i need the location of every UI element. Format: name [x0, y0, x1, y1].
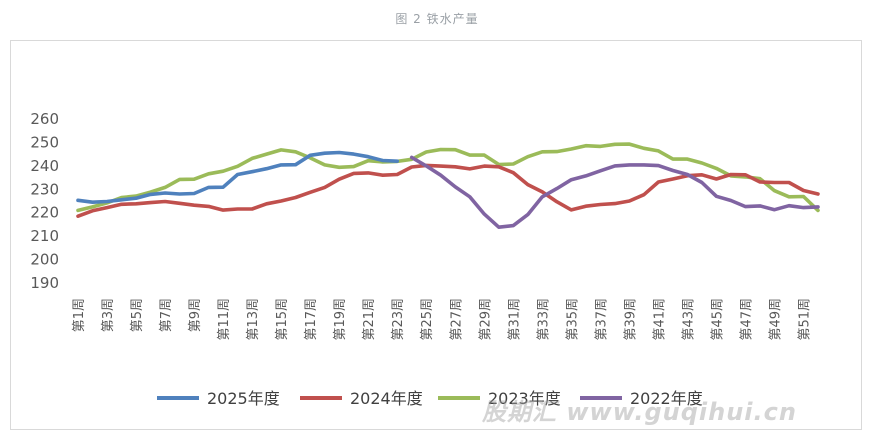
x-tick-label: 第25周	[420, 298, 435, 341]
series-line-2022年度	[409, 155, 820, 229]
y-tick-label: 230	[30, 180, 59, 198]
x-tick-label: 第45周	[710, 298, 725, 341]
x-tick-label: 第51周	[797, 298, 812, 341]
legend-label: 2024年度	[350, 389, 423, 408]
x-tick-label: 第17周	[304, 298, 319, 341]
x-tick-label: 第1周	[72, 298, 87, 332]
y-tick-label: 260	[30, 110, 59, 128]
x-tick-label: 第15周	[275, 298, 290, 341]
series-line-2025年度	[76, 150, 399, 204]
x-tick-label: 第37周	[594, 298, 609, 341]
series-line-2024年度	[76, 163, 820, 218]
x-tick-label: 第7周	[159, 298, 174, 332]
x-tick-label: 第35周	[565, 298, 580, 341]
series-line-2023年度	[76, 142, 820, 213]
x-tick-label: 第9周	[188, 298, 203, 332]
y-tick-label: 190	[30, 274, 59, 292]
x-tick-label: 第23周	[391, 298, 406, 341]
x-tick-label: 第43周	[681, 298, 696, 341]
x-tick-label: 第19周	[333, 298, 348, 341]
x-tick-label: 第13周	[246, 298, 261, 341]
x-tick-label: 第49周	[768, 298, 783, 341]
y-tick-label: 240	[30, 157, 59, 175]
x-tick-label: 第47周	[739, 298, 754, 341]
x-axis: 第1周 第3周 第5周 第7周 第9周 第11周 第13周 第15周 第17周 第19周 第21周第…	[72, 298, 812, 341]
legend-label: 2025年度	[207, 389, 280, 408]
x-tick-label: 第31周	[507, 298, 522, 341]
legend-label: 2023年度	[488, 389, 561, 408]
x-tick-label: 第11周	[217, 298, 232, 341]
x-tick-label: 第41周	[652, 298, 667, 341]
x-tick-label: 第29周	[478, 298, 493, 341]
y-tick-label: 250	[30, 133, 59, 151]
y-tick-label: 200	[30, 251, 59, 269]
figure-caption: 图 2 铁水产量	[395, 12, 479, 26]
chart-frame	[10, 40, 862, 430]
x-tick-label: 第21周	[362, 298, 377, 341]
watermark-text: 股期汇 www.guqihui.cn	[482, 398, 797, 426]
legend-label: 2022年度	[630, 389, 703, 408]
legend: 2025年度 2024年度 2023年度 2022年度	[157, 389, 703, 408]
y-tick-label: 210	[30, 227, 59, 245]
series-lines	[76, 142, 820, 229]
x-tick-label: 第5周	[130, 298, 145, 332]
x-tick-label: 第39周	[623, 298, 638, 341]
x-tick-label: 第27周	[449, 298, 464, 341]
y-tick-label: 220	[30, 204, 59, 222]
x-tick-label: 第33周	[536, 298, 551, 341]
y-axis: 190 200 210 220 230 240 250 260	[30, 110, 59, 292]
x-tick-label: 第3周	[101, 298, 116, 332]
